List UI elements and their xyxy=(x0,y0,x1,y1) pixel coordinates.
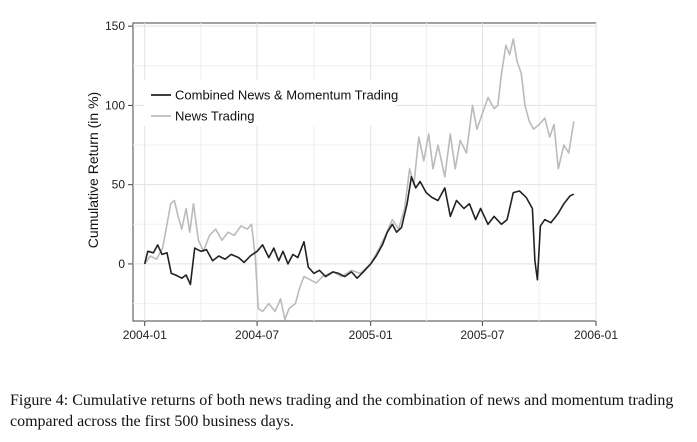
figure-caption: Figure 4: Cumulative returns of both new… xyxy=(10,392,674,430)
x-tick-label: 2004-01 xyxy=(123,328,167,342)
gridlines xyxy=(133,23,597,321)
y-tick-label: 0 xyxy=(118,257,125,271)
legend-label-1: News Trading xyxy=(175,109,254,124)
x-tick-label: 2006-01 xyxy=(574,328,618,342)
x-tick-label: 2005-01 xyxy=(349,328,393,342)
y-tick-label: 150 xyxy=(105,19,125,33)
series-line-0 xyxy=(143,176,575,286)
legend: Combined News & Momentum Trading News Tra… xyxy=(144,80,398,126)
y-axis-title: Cumulative Return (in %) xyxy=(85,92,101,248)
y-tick-label: 50 xyxy=(112,178,126,192)
legend-box xyxy=(144,80,396,126)
x-tick-label: 2005-07 xyxy=(460,328,504,342)
chart: 2004-01 2004-07 2005-01 2005-07 2006-01 0 50 10… xyxy=(85,19,618,342)
series-lines xyxy=(143,38,575,321)
y-tick-label: 100 xyxy=(105,98,125,112)
x-tick-label: 2004-07 xyxy=(235,328,279,342)
plot-panel xyxy=(132,22,597,322)
legend-label-0: Combined News & Momentum Trading xyxy=(175,88,398,103)
axes: 2004-01 2004-07 2005-01 2005-07 2006-01 0 50 10… xyxy=(105,19,618,342)
